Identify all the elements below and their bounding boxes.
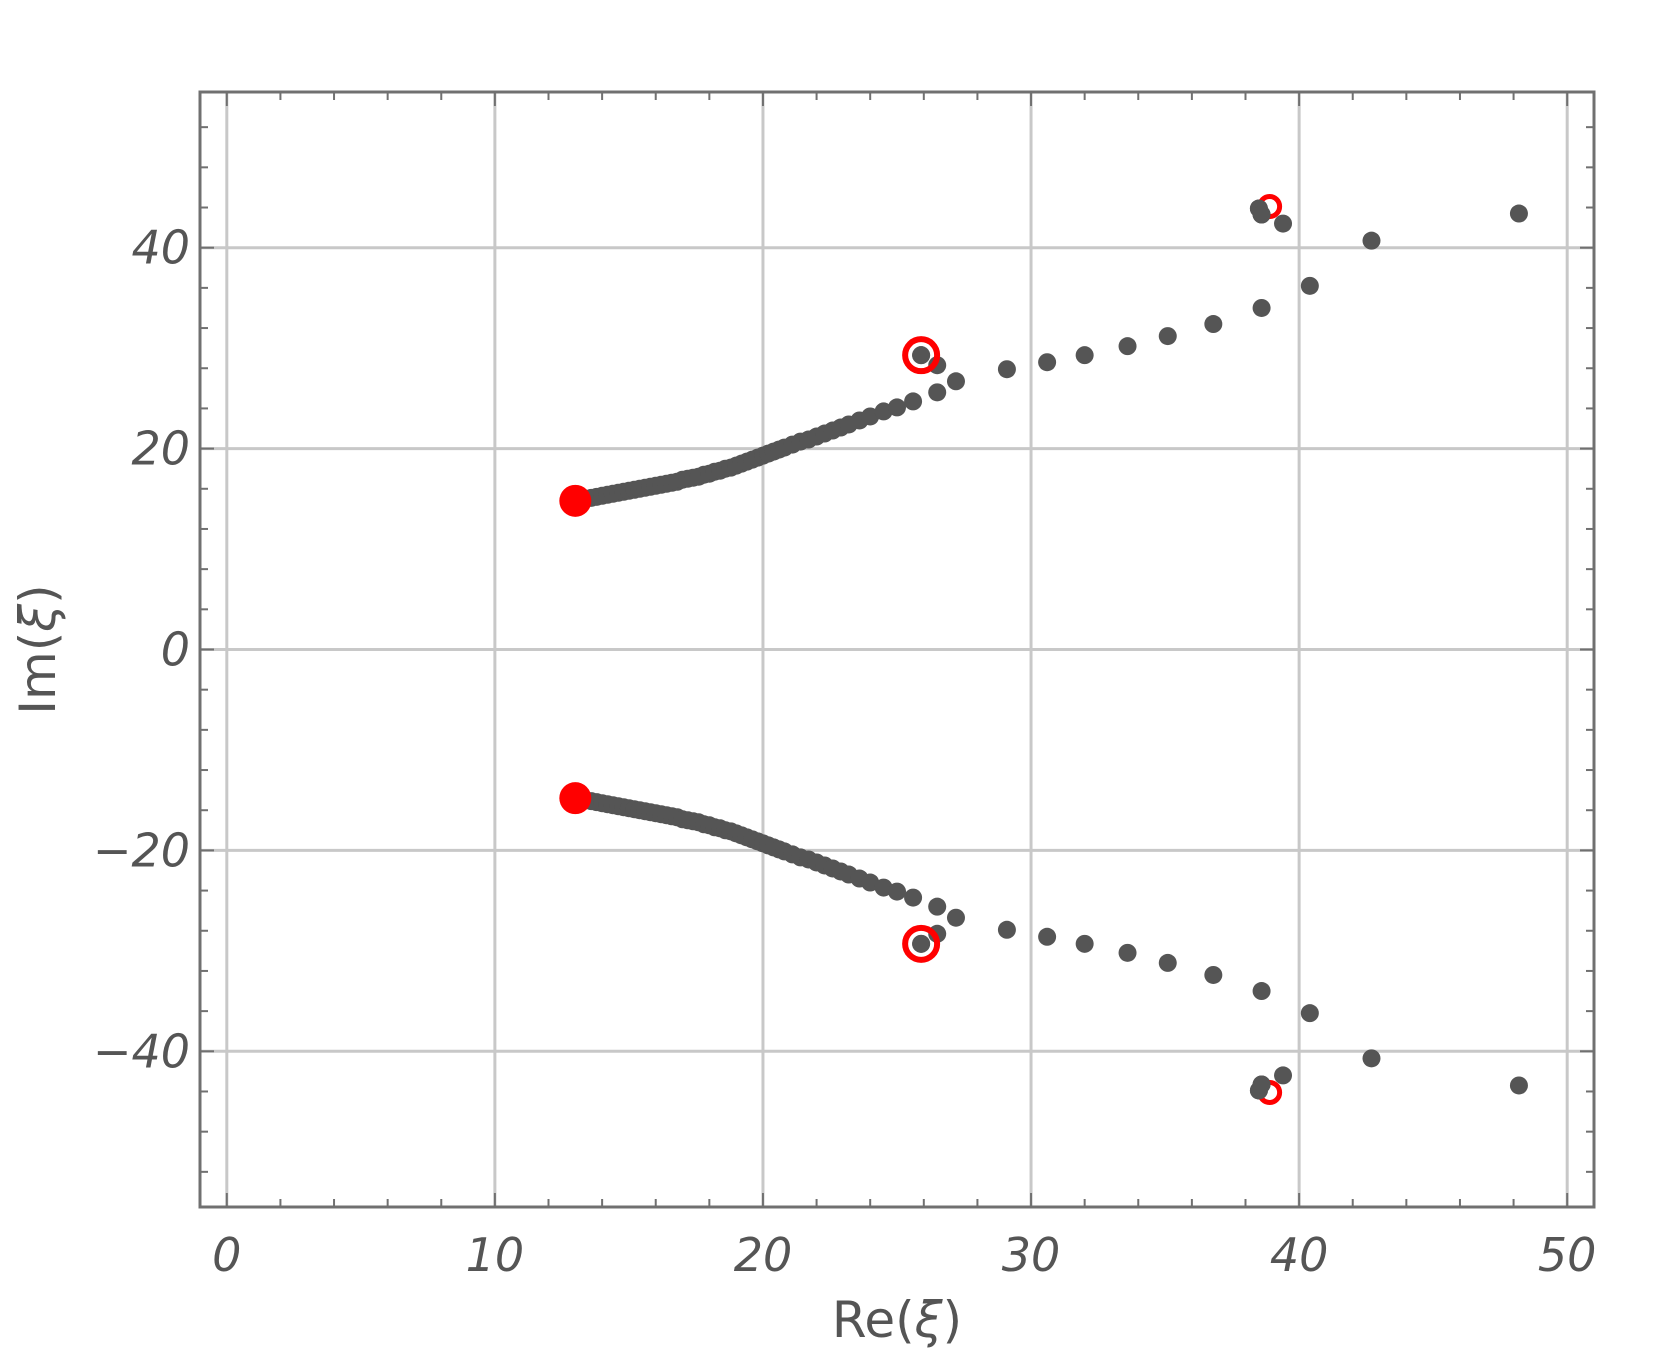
data-point: [946, 372, 965, 391]
red-open-marker: [902, 336, 941, 375]
data-point: [997, 920, 1016, 939]
data-point: [1274, 1066, 1293, 1085]
plot-frame: [198, 90, 1596, 1209]
x-tick-label: 20: [734, 1228, 793, 1282]
data-point: [997, 360, 1016, 379]
y-axis-title: Im(ξ): [9, 584, 67, 714]
data-point: [1038, 353, 1057, 372]
data-point: [904, 888, 923, 907]
red-filled-marker: [559, 782, 592, 815]
x-axis-title-symbol: ξ: [914, 1291, 944, 1349]
data-point: [1252, 298, 1271, 317]
x-axis-title: Re(ξ): [832, 1291, 962, 1349]
y-tick-label: 40: [131, 221, 190, 275]
highlight-markers: [559, 194, 1283, 1105]
x-axis-title-prefix: Re(: [832, 1291, 915, 1349]
x-tick-label: 10: [466, 1228, 525, 1282]
data-point: [1075, 934, 1094, 953]
data-point: [888, 398, 906, 417]
data-point: [1118, 943, 1137, 962]
y-tick-labels: −40 −20 0 20 40: [93, 221, 190, 1079]
y-tick-label: −20: [93, 823, 190, 877]
y-axis-title-symbol: ξ: [9, 603, 67, 633]
x-tick-label: 0: [212, 1228, 241, 1282]
data-point-overlay: [912, 934, 931, 953]
data-point: [1038, 927, 1057, 946]
data-point: [946, 908, 965, 927]
data-point-overlay: [912, 346, 931, 365]
data-point: [1362, 231, 1381, 250]
x-tick-label: 40: [1270, 1228, 1329, 1282]
x-tick-label: 30: [1002, 1228, 1061, 1282]
grid-lines: [200, 92, 1594, 1207]
y-tick-label: 0: [161, 623, 190, 677]
data-point: [1300, 276, 1319, 295]
data-point: [1204, 965, 1223, 984]
data-point: [1118, 337, 1137, 356]
y-axis-title-prefix: Im(: [9, 632, 67, 715]
data-point-overlay: [1252, 205, 1271, 224]
data-point: [1252, 982, 1271, 1001]
data-point: [928, 383, 947, 402]
x-tick-labels: 0 10 20 30 40 50: [212, 1228, 1596, 1282]
data-point: [1362, 1049, 1381, 1068]
data-point: [1274, 214, 1293, 233]
data-point: [1204, 315, 1223, 334]
data-point: [1300, 1004, 1319, 1023]
y-tick-label: −40: [93, 1024, 190, 1078]
data-point: [1509, 1076, 1528, 1095]
x-axis-title-suffix: ): [943, 1291, 963, 1349]
red-open-marker: [902, 924, 941, 963]
data-point-overlay: [1252, 1075, 1271, 1094]
data-point: [1509, 204, 1528, 223]
y-axis-title-suffix: ): [9, 584, 67, 604]
data-point: [1075, 346, 1094, 365]
x-tick-label: 50: [1538, 1228, 1597, 1282]
data-point: [1158, 327, 1177, 346]
y-tick-label: 20: [131, 422, 190, 476]
data-point: [1158, 953, 1177, 972]
data-point: [904, 392, 923, 411]
data-point: [888, 882, 906, 901]
data-point: [928, 897, 947, 916]
red-filled-marker: [559, 484, 592, 517]
